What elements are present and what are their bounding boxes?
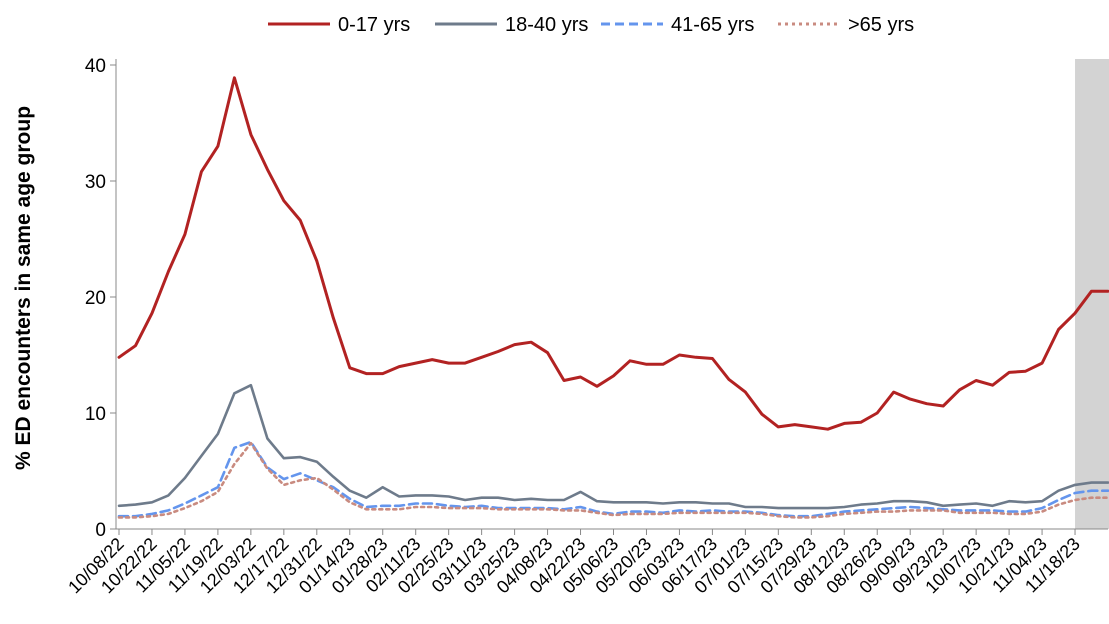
legend-label: 18-40 yrs bbox=[505, 14, 588, 36]
series-line-3 bbox=[117, 440, 1109, 518]
series-line-1 bbox=[117, 76, 1109, 431]
shaded-region bbox=[1075, 59, 1109, 529]
y-tick-label: 30 bbox=[85, 172, 106, 193]
series-layer bbox=[117, 76, 1109, 519]
series-line-2 bbox=[117, 383, 1109, 510]
y-tick-label: 0 bbox=[95, 520, 106, 541]
legend-label: >65 yrs bbox=[848, 14, 914, 36]
legend-label: 0-17 yrs bbox=[338, 14, 410, 36]
y-tick-label: 40 bbox=[85, 56, 106, 77]
shaded-region-layer bbox=[1075, 59, 1109, 529]
series-line-4 bbox=[117, 441, 1109, 519]
y-tick-label: 10 bbox=[85, 404, 106, 425]
legend: 0-17 yrs 18-40 yrs 41-65 yrs >65 yrs bbox=[268, 14, 914, 36]
y-tick-label: 20 bbox=[85, 288, 106, 309]
legend-label: 41-65 yrs bbox=[671, 14, 754, 36]
y-axis-title: % ED encounters in same age group bbox=[12, 106, 35, 470]
